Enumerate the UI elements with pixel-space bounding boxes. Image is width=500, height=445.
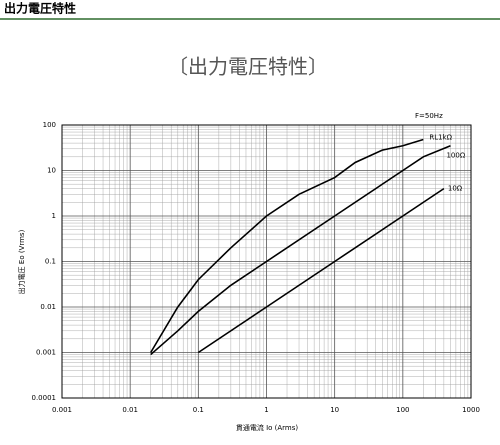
line — [150, 145, 451, 356]
page-title: 出力電圧特性 — [4, 1, 76, 16]
chart-title: 〔出力電圧特性〕 — [168, 55, 328, 79]
x-tick-label: 0.1 — [193, 406, 204, 414]
series-label: RL1kΩ — [429, 134, 452, 142]
series-label: 10Ω — [448, 185, 463, 193]
x-tick-label: 1000 — [462, 406, 480, 414]
x-axis-label: 貫通電流 Io (Arms) — [236, 423, 299, 432]
y-tick-label: 0.01 — [40, 303, 56, 311]
plot-frame — [61, 124, 472, 399]
y-tick-label: 1 — [52, 212, 56, 220]
y-axis-label: 出力電圧 Eo (Vrms) — [17, 229, 26, 294]
line — [149, 138, 424, 353]
x-tick-label: 10 — [330, 406, 339, 414]
y-tick-label: 0.001 — [36, 349, 56, 357]
annotation: F=50Hz — [415, 112, 443, 120]
x-tick-label: 0.001 — [52, 406, 72, 414]
x-tick-label: 1 — [264, 406, 268, 414]
x-tick-label: 0.01 — [122, 406, 138, 414]
series-label: 100Ω — [446, 152, 465, 160]
y-tick-label: 0.0001 — [32, 394, 57, 402]
y-tick-label: 100 — [43, 121, 56, 129]
x-tick-label: 100 — [396, 406, 409, 414]
y-tick-label: 0.1 — [45, 258, 56, 266]
y-tick-label: 10 — [47, 167, 56, 175]
line — [197, 187, 445, 354]
